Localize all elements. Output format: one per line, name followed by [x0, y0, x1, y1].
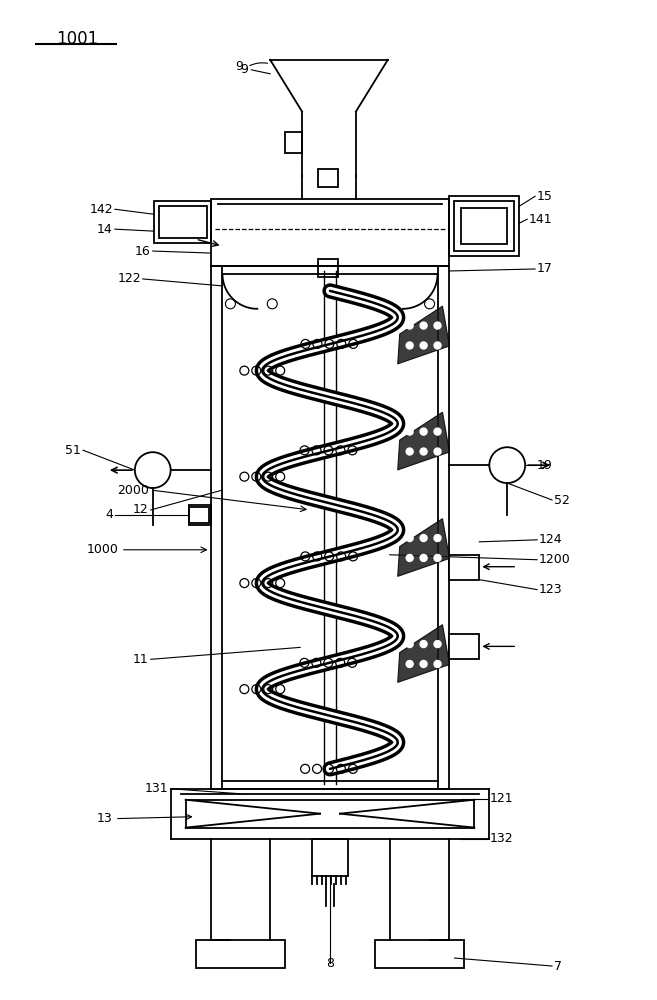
Circle shape — [434, 448, 441, 455]
Bar — [318, 169, 338, 187]
Bar — [455, 201, 514, 251]
Text: 123: 123 — [539, 583, 563, 596]
Text: 124: 124 — [539, 533, 563, 546]
Polygon shape — [397, 412, 449, 470]
Text: 19: 19 — [537, 459, 553, 472]
Circle shape — [434, 322, 441, 329]
Polygon shape — [397, 306, 449, 364]
Text: 1001: 1001 — [56, 30, 99, 48]
Text: 12: 12 — [133, 503, 148, 516]
Circle shape — [406, 342, 413, 349]
Bar — [312, 839, 348, 876]
Text: 131: 131 — [145, 782, 169, 795]
Text: 17: 17 — [537, 262, 553, 275]
Bar — [210, 199, 449, 266]
Bar — [461, 208, 507, 244]
Text: 132: 132 — [489, 832, 513, 845]
Bar — [154, 201, 212, 243]
Text: 51: 51 — [65, 444, 81, 457]
Circle shape — [434, 554, 441, 561]
Text: 14: 14 — [97, 223, 113, 236]
Bar — [189, 505, 210, 525]
Text: 121: 121 — [489, 792, 513, 805]
Circle shape — [434, 641, 441, 648]
Polygon shape — [397, 519, 449, 576]
Bar — [374, 940, 464, 968]
Circle shape — [406, 641, 413, 648]
Text: 16: 16 — [135, 245, 150, 258]
Bar — [189, 507, 208, 523]
Circle shape — [420, 322, 427, 329]
Bar — [285, 132, 302, 153]
Bar — [449, 634, 480, 659]
Bar — [159, 206, 206, 238]
Text: 141: 141 — [529, 213, 553, 226]
Text: 8: 8 — [326, 957, 334, 970]
Circle shape — [406, 554, 413, 561]
Circle shape — [406, 428, 413, 435]
Text: 9: 9 — [235, 60, 243, 73]
Circle shape — [434, 535, 441, 542]
Circle shape — [420, 554, 427, 561]
Bar — [449, 196, 519, 256]
Text: 13: 13 — [97, 812, 113, 825]
Circle shape — [420, 641, 427, 648]
Circle shape — [420, 428, 427, 435]
Text: 9: 9 — [240, 63, 248, 76]
Text: 2000: 2000 — [117, 484, 148, 497]
Text: 4: 4 — [105, 508, 113, 521]
Text: 15: 15 — [537, 190, 553, 203]
Circle shape — [420, 448, 427, 455]
Circle shape — [420, 535, 427, 542]
Circle shape — [434, 428, 441, 435]
Bar — [318, 259, 338, 277]
Polygon shape — [397, 625, 449, 682]
Circle shape — [406, 661, 413, 667]
Text: 7: 7 — [554, 960, 562, 973]
Circle shape — [420, 661, 427, 667]
Circle shape — [420, 342, 427, 349]
Text: 1000: 1000 — [87, 543, 119, 556]
Bar — [449, 555, 480, 580]
Text: 142: 142 — [89, 203, 113, 216]
Text: 11: 11 — [133, 653, 148, 666]
Circle shape — [406, 322, 413, 329]
Text: 52: 52 — [554, 493, 570, 506]
Circle shape — [406, 448, 413, 455]
Text: 1200: 1200 — [539, 553, 571, 566]
Text: 122: 122 — [117, 272, 141, 285]
Circle shape — [406, 535, 413, 542]
Circle shape — [434, 661, 441, 667]
Bar — [196, 940, 285, 968]
Circle shape — [434, 342, 441, 349]
